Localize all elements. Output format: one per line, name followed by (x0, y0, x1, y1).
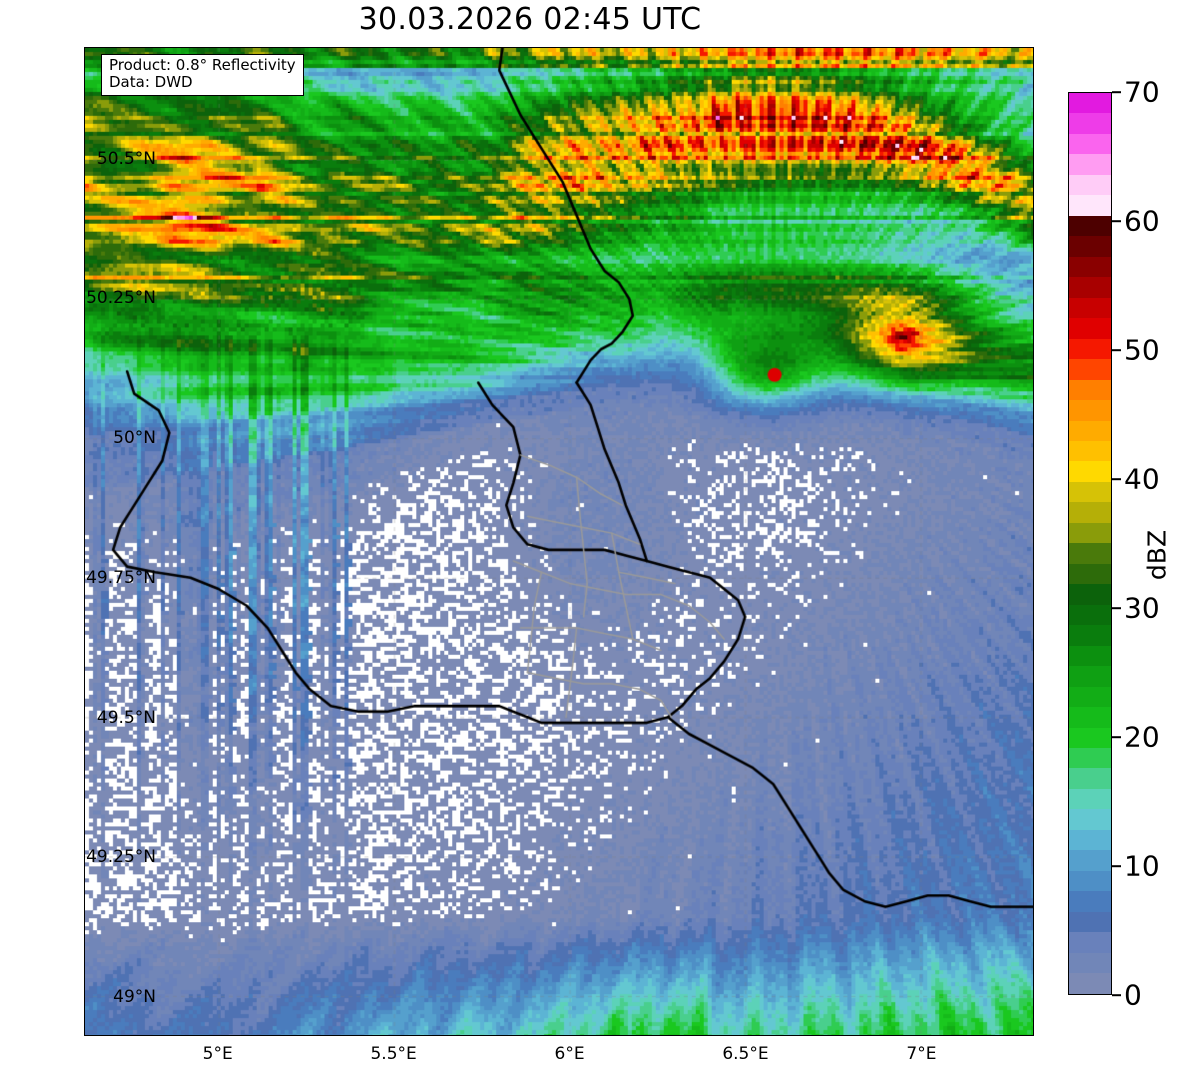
colorbar-tick-label: 40 (1124, 462, 1160, 496)
colorbar-band (1069, 829, 1111, 851)
colorbar-band (1069, 318, 1111, 339)
data-source-line: Data: DWD (109, 73, 193, 92)
colorbar-tick-mark (1112, 994, 1121, 996)
colorbar-band (1069, 973, 1111, 994)
radar-plot-area[interactable]: Product: 0.8° Reflectivity Data: DWD (84, 47, 1034, 1036)
colorbar-band (1069, 338, 1111, 360)
colorbar-tick-label: 10 (1124, 849, 1160, 883)
latitude-tick-label: 49°N (113, 986, 156, 1007)
product-line: Product: 0.8° Reflectivity (109, 56, 296, 74)
colorbar-band (1069, 870, 1111, 892)
colorbar-band (1069, 584, 1111, 605)
longitude-tick-label: 6°E (554, 1044, 585, 1064)
colorbar-tick-label: 70 (1124, 75, 1160, 109)
colorbar-band (1069, 850, 1111, 871)
colorbar-band (1069, 297, 1111, 319)
longitude-tick-label: 5°E (202, 1044, 233, 1064)
product-info-box: Product: 0.8° Reflectivity Data: DWD (101, 54, 304, 96)
colorbar-tick-mark (1112, 220, 1121, 222)
colorbar-band (1069, 891, 1111, 912)
colorbar-tick-label: 60 (1124, 204, 1160, 238)
colorbar-band (1069, 707, 1111, 728)
colorbar-band (1069, 420, 1111, 441)
colorbar-tick-label: 20 (1124, 720, 1160, 754)
colorbar-tick-label: 50 (1124, 333, 1160, 367)
colorbar-band (1069, 277, 1111, 298)
colorbar-tick-label: 0 (1124, 978, 1142, 1012)
colorbar-band (1069, 195, 1111, 216)
latitude-tick-label: 49.25°N (86, 847, 156, 868)
longitude-tick-label: 5.5°E (370, 1044, 417, 1064)
colorbar-band (1069, 502, 1111, 523)
colorbar-band (1069, 686, 1111, 708)
colorbar-tick-mark (1112, 736, 1121, 738)
colorbar-band (1069, 359, 1111, 380)
longitude-tick-label: 6.5°E (722, 1044, 769, 1064)
colorbar-band (1069, 400, 1111, 421)
page-title: 30.03.2026 02:45 UTC (358, 2, 702, 37)
colorbar-band (1069, 379, 1111, 401)
colorbar-band (1069, 154, 1111, 175)
latitude-tick-label: 49.75°N (86, 567, 156, 588)
colorbar-band (1069, 563, 1111, 585)
colorbar-band (1069, 788, 1111, 810)
latitude-tick-label: 50°N (113, 428, 156, 449)
colorbar-band (1069, 256, 1111, 278)
colorbar-tick-mark (1112, 865, 1121, 867)
colorbar-band (1069, 481, 1111, 503)
colorbar-band (1069, 522, 1111, 544)
colorbar-band (1069, 461, 1111, 482)
colorbar-band (1069, 952, 1111, 974)
colorbar-band (1069, 604, 1111, 626)
colorbar-band (1069, 809, 1111, 830)
colorbar-tick-label: 30 (1124, 591, 1160, 625)
colorbar-axis-label: dBZ (1142, 529, 1172, 581)
colorbar-tick-mark (1112, 91, 1121, 93)
colorbar-band (1069, 543, 1111, 564)
latitude-tick-label: 50.5°N (96, 148, 156, 169)
reflectivity-colorbar[interactable] (1068, 92, 1112, 995)
colorbar-tick-mark (1112, 478, 1121, 480)
colorbar-tick-mark (1112, 349, 1121, 351)
colorbar-band (1069, 113, 1111, 134)
longitude-tick-label: 7°E (906, 1044, 937, 1064)
colorbar-band (1069, 174, 1111, 196)
colorbar-band (1069, 440, 1111, 462)
radar-reflectivity-canvas[interactable] (85, 48, 1033, 1035)
latitude-tick-label: 50.25°N (86, 288, 156, 309)
colorbar-band (1069, 748, 1111, 769)
colorbar-band (1069, 666, 1111, 687)
colorbar-band (1069, 93, 1111, 114)
colorbar-band (1069, 645, 1111, 667)
colorbar-band (1069, 911, 1111, 933)
colorbar-tick-mark (1112, 607, 1121, 609)
colorbar-band (1069, 236, 1111, 257)
colorbar-band (1069, 625, 1111, 646)
colorbar-band (1069, 727, 1111, 748)
colorbar-band (1069, 133, 1111, 155)
latitude-tick-label: 49.5°N (96, 707, 156, 728)
colorbar-band (1069, 215, 1111, 237)
colorbar-band (1069, 768, 1111, 789)
colorbar-band (1069, 932, 1111, 953)
